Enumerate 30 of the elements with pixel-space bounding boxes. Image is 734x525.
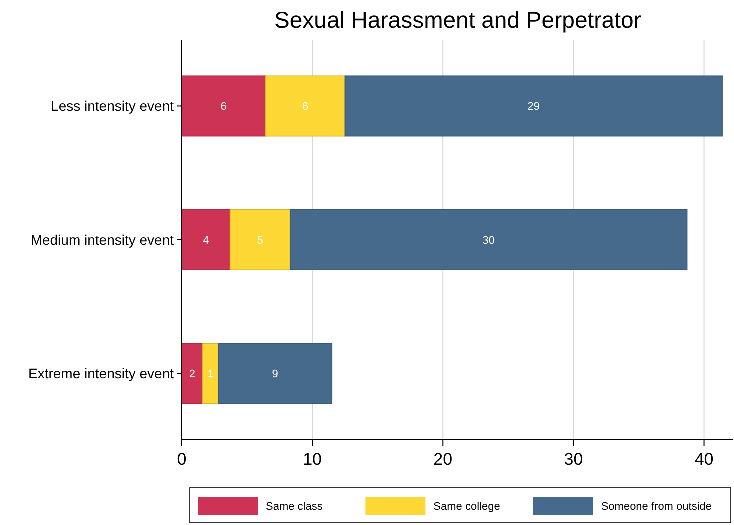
bar (230, 210, 291, 270)
y-tick-label: Extreme intensity event (28, 366, 174, 382)
bar (182, 210, 231, 270)
chart-title: Sexual Harassment and Perpetrator (274, 7, 642, 33)
data-label: 4 (203, 234, 210, 247)
text: Same class (266, 500, 324, 513)
data-label: 30 (482, 234, 495, 247)
bar (182, 343, 204, 404)
data-label: 2 (189, 368, 196, 381)
bar (265, 76, 346, 137)
text: Same college (434, 500, 500, 513)
data-label: 9 (272, 368, 278, 381)
data-label: 6 (302, 101, 308, 114)
bar (218, 343, 333, 404)
bar (290, 210, 688, 270)
x-tick-label: 10 (303, 450, 322, 469)
data-label: 5 (257, 234, 264, 247)
text: Someone from outside (601, 500, 712, 513)
x-tick-label: 30 (564, 450, 584, 469)
y-tick-label: Less intensity event (51, 98, 174, 114)
y-tick-label: Medium intensity event (30, 232, 174, 248)
bar (344, 76, 723, 137)
x-tick-label: 40 (694, 450, 714, 469)
bar (202, 343, 219, 404)
x-tick-label: 20 (434, 450, 453, 469)
bar (182, 76, 266, 137)
data-label: 6 (220, 101, 227, 114)
x-tick-label: 0 (177, 450, 187, 469)
data-label: 29 (528, 101, 540, 114)
data-label: 1 (208, 368, 214, 381)
